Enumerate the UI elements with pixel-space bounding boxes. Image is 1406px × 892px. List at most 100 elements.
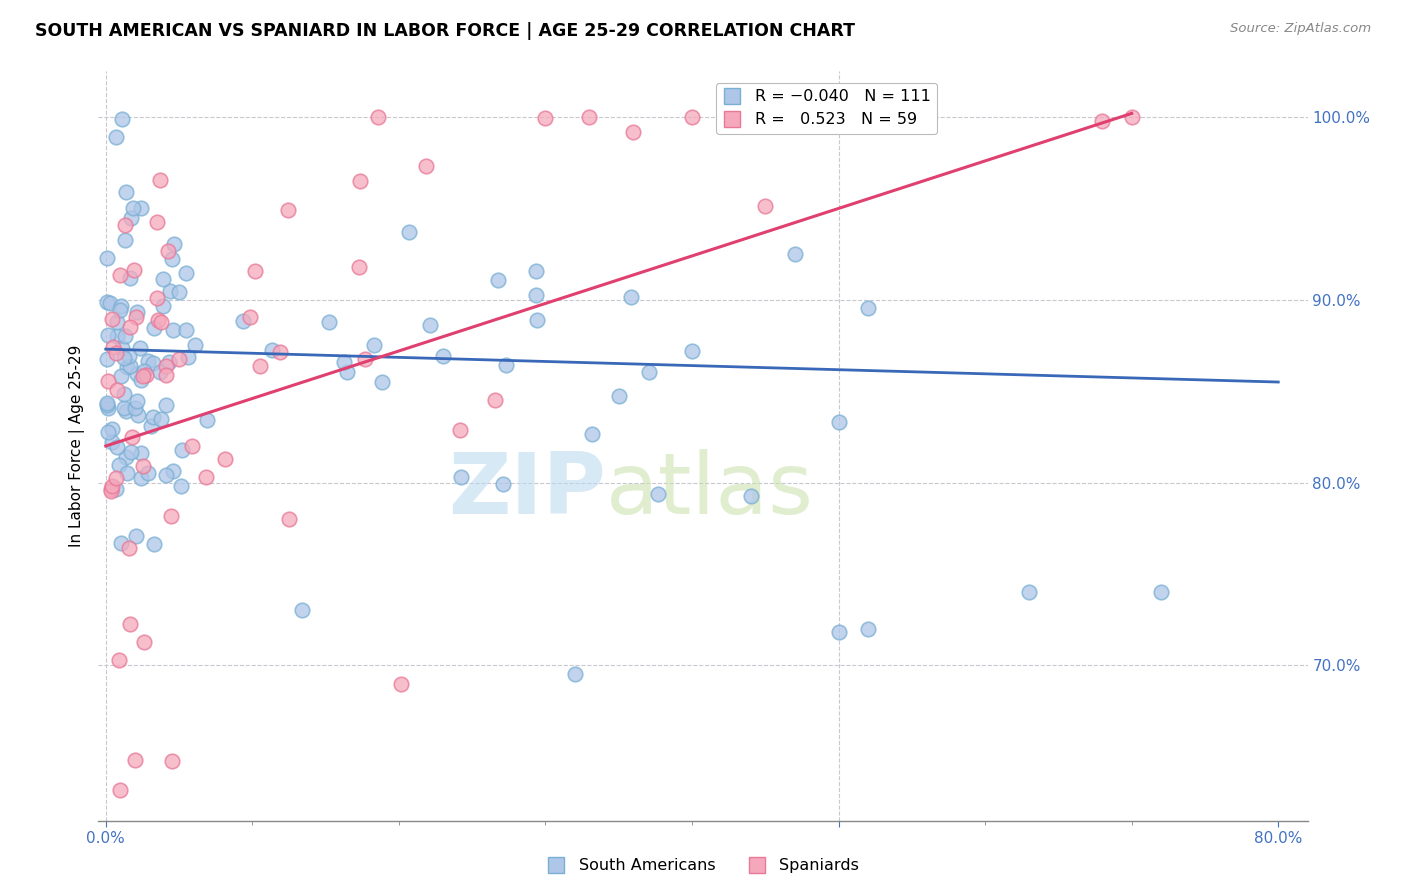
Point [143,537,166,551]
Point [681,110,703,124]
Point [142,321,165,335]
Point [114,328,136,343]
Point [105,315,128,329]
Point [486,272,509,286]
Point [170,479,193,493]
Point [149,315,172,329]
Point [97,328,120,343]
Point [827,625,849,640]
Point [122,202,145,216]
Point [120,617,142,632]
Point [120,211,142,226]
Point [125,310,148,324]
Point [495,359,517,373]
Point [269,345,291,359]
Point [167,351,190,366]
Point [117,359,139,374]
Point [278,512,301,526]
Point [195,413,218,427]
Point [142,356,165,370]
Point [124,753,146,767]
Point [621,125,644,139]
Point [125,393,148,408]
Point [105,383,128,397]
Point [432,349,454,363]
Point [177,350,200,364]
Point [105,482,128,496]
Point [101,340,124,354]
Point [174,266,197,280]
Point [419,318,441,333]
Point [146,313,169,327]
Legend: R = −0.040   N = 111, R =   0.523   N = 59: R = −0.040 N = 111, R = 0.523 N = 59 [716,83,936,134]
Point [740,489,762,503]
Point [105,471,128,485]
Point [155,468,177,483]
Point [105,329,128,343]
Point [484,393,506,408]
Point [174,323,197,337]
Point [647,487,669,501]
Point [120,445,142,459]
Point [145,215,167,229]
Point [138,466,160,480]
Point [370,375,392,389]
Point [135,368,157,382]
Point [120,359,142,373]
Point [195,470,218,484]
Point [115,404,138,418]
Point [353,351,375,366]
Point [181,440,204,454]
Point [243,263,266,277]
Point [100,422,122,436]
Point [125,304,148,318]
Point [129,201,152,215]
Point [149,173,172,187]
Point [349,174,371,188]
Point [638,365,661,379]
Point [117,466,139,480]
Point [159,285,181,299]
Point [111,112,134,127]
Point [277,202,299,217]
Point [152,299,174,313]
Point [100,483,122,497]
Point [142,410,165,425]
Point [754,199,776,213]
Point [1018,585,1040,599]
Point [111,342,134,356]
Point [214,451,236,466]
Point [170,443,193,458]
Point [398,225,420,239]
Point [1091,113,1114,128]
Text: SOUTH AMERICAN VS SPANIARD IN LABOR FORCE | AGE 25-29 CORRELATION CHART: SOUTH AMERICAN VS SPANIARD IN LABOR FORC… [35,22,855,40]
Point [163,237,186,252]
Text: Source: ZipAtlas.com: Source: ZipAtlas.com [1230,22,1371,36]
Point [115,185,138,199]
Point [149,365,172,379]
Point [104,130,127,145]
Point [162,464,184,478]
Point [160,754,183,768]
Point [110,782,132,797]
Point [129,446,152,460]
Point [96,395,118,409]
Point [291,603,314,617]
Point [318,315,340,329]
Point [239,310,262,324]
Point [124,401,146,416]
Point [534,111,557,125]
Point [108,303,131,318]
Point [564,667,586,681]
Point [389,677,412,691]
Point [114,218,136,232]
Point [620,290,643,304]
Point [134,364,156,378]
Point [129,471,152,485]
Point [146,291,169,305]
Point [100,484,122,499]
Point [681,343,703,358]
Point [150,412,173,426]
Point [156,244,179,258]
Point [108,653,131,667]
